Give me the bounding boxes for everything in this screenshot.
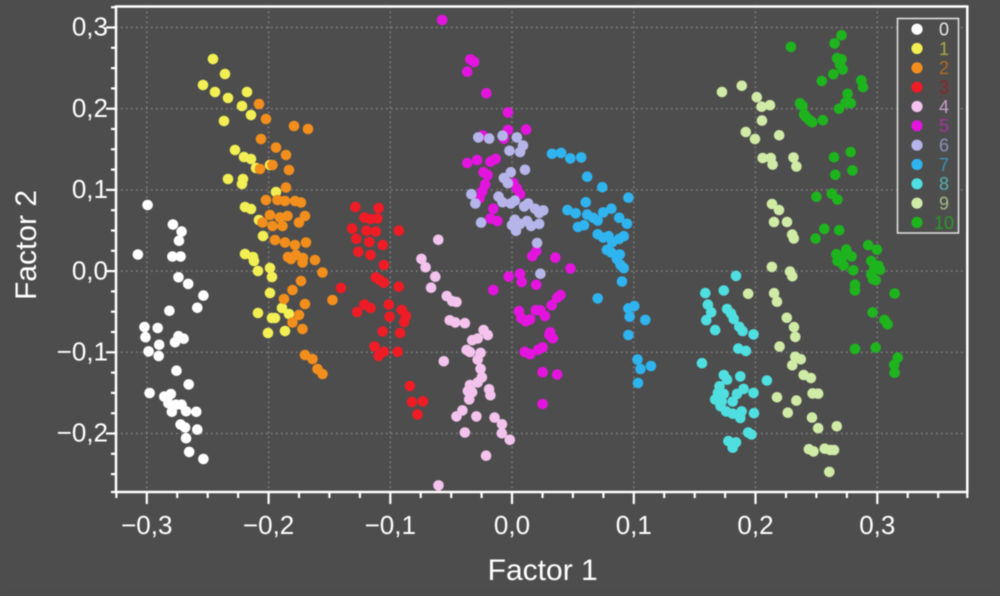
svg-text:7: 7 (939, 155, 949, 175)
svg-text:0,0: 0,0 (494, 510, 530, 540)
svg-text:8: 8 (939, 174, 949, 194)
svg-text:0,0: 0,0 (72, 255, 108, 285)
svg-text:−0,3: −0,3 (121, 510, 172, 540)
svg-text:3: 3 (939, 78, 949, 98)
svg-text:0,2: 0,2 (72, 93, 108, 123)
svg-text:0,3: 0,3 (859, 510, 895, 540)
svg-text:4: 4 (939, 97, 949, 117)
svg-text:0,3: 0,3 (72, 12, 108, 42)
svg-text:0,1: 0,1 (616, 510, 652, 540)
svg-text:1: 1 (939, 39, 949, 59)
svg-text:−0,1: −0,1 (365, 510, 416, 540)
svg-text:6: 6 (939, 136, 949, 156)
svg-text:10: 10 (934, 213, 954, 233)
svg-text:0,1: 0,1 (72, 174, 108, 204)
svg-text:2: 2 (939, 58, 949, 78)
svg-text:−0,2: −0,2 (57, 418, 108, 448)
svg-text:−0,2: −0,2 (243, 510, 294, 540)
svg-text:0,2: 0,2 (737, 510, 773, 540)
svg-text:Factor 1: Factor 1 (488, 554, 598, 587)
svg-text:5: 5 (939, 116, 949, 136)
svg-text:Factor 2: Factor 2 (10, 190, 43, 300)
svg-text:9: 9 (939, 194, 949, 214)
svg-text:0: 0 (939, 20, 949, 40)
svg-text:−0,1: −0,1 (57, 337, 108, 367)
